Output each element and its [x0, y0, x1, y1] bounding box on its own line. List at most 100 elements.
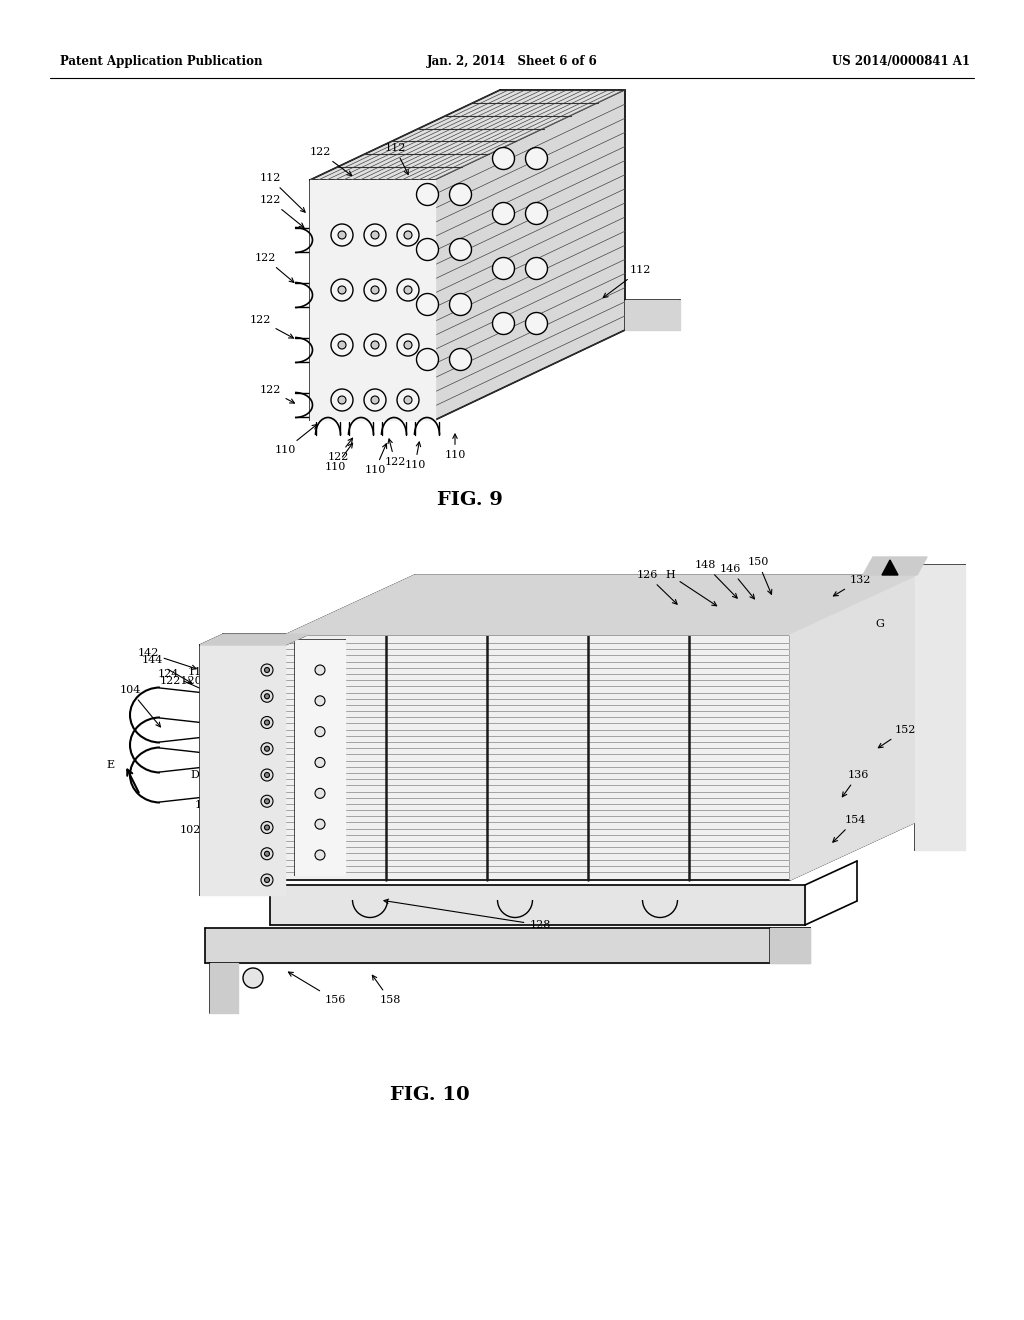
- Ellipse shape: [338, 286, 346, 294]
- Ellipse shape: [264, 772, 269, 777]
- Text: H: H: [666, 570, 717, 606]
- Ellipse shape: [371, 231, 379, 239]
- Text: 116: 116: [207, 660, 271, 684]
- Ellipse shape: [417, 239, 438, 260]
- Ellipse shape: [493, 313, 514, 334]
- Text: 124: 124: [158, 669, 211, 693]
- Text: 152: 152: [879, 725, 915, 747]
- Ellipse shape: [338, 396, 346, 404]
- Text: FIG. 10: FIG. 10: [390, 1086, 470, 1104]
- Ellipse shape: [261, 690, 273, 702]
- Ellipse shape: [331, 334, 353, 356]
- Polygon shape: [790, 576, 920, 880]
- Text: Jan. 2, 2014   Sheet 6 of 6: Jan. 2, 2014 Sheet 6 of 6: [427, 55, 597, 69]
- Text: 122: 122: [259, 195, 304, 227]
- Ellipse shape: [404, 231, 412, 239]
- Ellipse shape: [525, 202, 548, 224]
- Polygon shape: [205, 928, 810, 964]
- Ellipse shape: [315, 788, 325, 799]
- Ellipse shape: [450, 348, 471, 371]
- Text: 122: 122: [249, 315, 294, 338]
- Polygon shape: [285, 576, 920, 635]
- Text: 112: 112: [259, 173, 305, 213]
- Text: 126: 126: [636, 570, 677, 605]
- Text: 110: 110: [274, 425, 316, 455]
- Ellipse shape: [261, 664, 273, 676]
- Text: 150: 150: [748, 557, 772, 594]
- Ellipse shape: [404, 286, 412, 294]
- Ellipse shape: [450, 293, 471, 315]
- Ellipse shape: [493, 202, 514, 224]
- Polygon shape: [625, 300, 680, 330]
- Text: 112: 112: [603, 265, 650, 297]
- Text: 158: 158: [373, 975, 400, 1005]
- Polygon shape: [200, 634, 308, 645]
- Ellipse shape: [525, 313, 548, 334]
- Ellipse shape: [338, 341, 346, 348]
- Text: E: E: [105, 760, 114, 770]
- Polygon shape: [770, 928, 810, 964]
- Polygon shape: [210, 964, 238, 1012]
- Ellipse shape: [525, 257, 548, 280]
- Ellipse shape: [364, 279, 386, 301]
- Ellipse shape: [397, 279, 419, 301]
- Text: Patent Application Publication: Patent Application Publication: [60, 55, 262, 69]
- Ellipse shape: [264, 746, 269, 751]
- Text: 104: 104: [120, 685, 161, 727]
- Ellipse shape: [264, 694, 269, 698]
- Ellipse shape: [315, 665, 325, 675]
- Text: 122: 122: [328, 438, 352, 462]
- Ellipse shape: [261, 847, 273, 859]
- Text: 144: 144: [141, 655, 191, 682]
- Ellipse shape: [404, 341, 412, 348]
- Text: 110: 110: [325, 444, 352, 473]
- Text: 118: 118: [187, 667, 249, 689]
- Ellipse shape: [261, 717, 273, 729]
- Ellipse shape: [264, 851, 269, 857]
- Ellipse shape: [417, 293, 438, 315]
- Ellipse shape: [264, 878, 269, 883]
- Ellipse shape: [261, 770, 273, 781]
- Circle shape: [243, 968, 263, 987]
- Polygon shape: [863, 557, 927, 576]
- Ellipse shape: [450, 183, 471, 206]
- Ellipse shape: [371, 286, 379, 294]
- Text: FIG. 9: FIG. 9: [437, 491, 503, 510]
- Polygon shape: [915, 565, 965, 850]
- Polygon shape: [295, 640, 345, 875]
- Ellipse shape: [397, 224, 419, 246]
- Text: 102: 102: [179, 825, 221, 840]
- Ellipse shape: [371, 396, 379, 404]
- Text: 128: 128: [384, 899, 551, 931]
- Ellipse shape: [371, 341, 379, 348]
- Ellipse shape: [364, 334, 386, 356]
- Polygon shape: [435, 90, 625, 420]
- Ellipse shape: [264, 668, 269, 672]
- Ellipse shape: [331, 389, 353, 411]
- Polygon shape: [882, 560, 898, 576]
- Text: 136: 136: [843, 770, 868, 797]
- Polygon shape: [310, 180, 435, 420]
- Text: 110: 110: [365, 444, 387, 475]
- Ellipse shape: [315, 696, 325, 706]
- Ellipse shape: [261, 874, 273, 886]
- Text: 148: 148: [694, 560, 737, 598]
- Text: 110: 110: [404, 442, 426, 470]
- Polygon shape: [310, 90, 625, 180]
- Ellipse shape: [417, 348, 438, 371]
- Ellipse shape: [261, 821, 273, 833]
- Ellipse shape: [261, 743, 273, 755]
- Text: D: D: [190, 770, 200, 780]
- Ellipse shape: [264, 719, 269, 725]
- Ellipse shape: [404, 396, 412, 404]
- Ellipse shape: [397, 389, 419, 411]
- Text: 122: 122: [259, 385, 295, 403]
- Text: 122: 122: [309, 147, 352, 176]
- Ellipse shape: [331, 279, 353, 301]
- Text: G: G: [876, 619, 885, 630]
- Text: 132: 132: [834, 576, 870, 595]
- Text: 110: 110: [444, 434, 466, 459]
- Ellipse shape: [417, 183, 438, 206]
- Ellipse shape: [450, 239, 471, 260]
- Text: 112: 112: [384, 143, 409, 174]
